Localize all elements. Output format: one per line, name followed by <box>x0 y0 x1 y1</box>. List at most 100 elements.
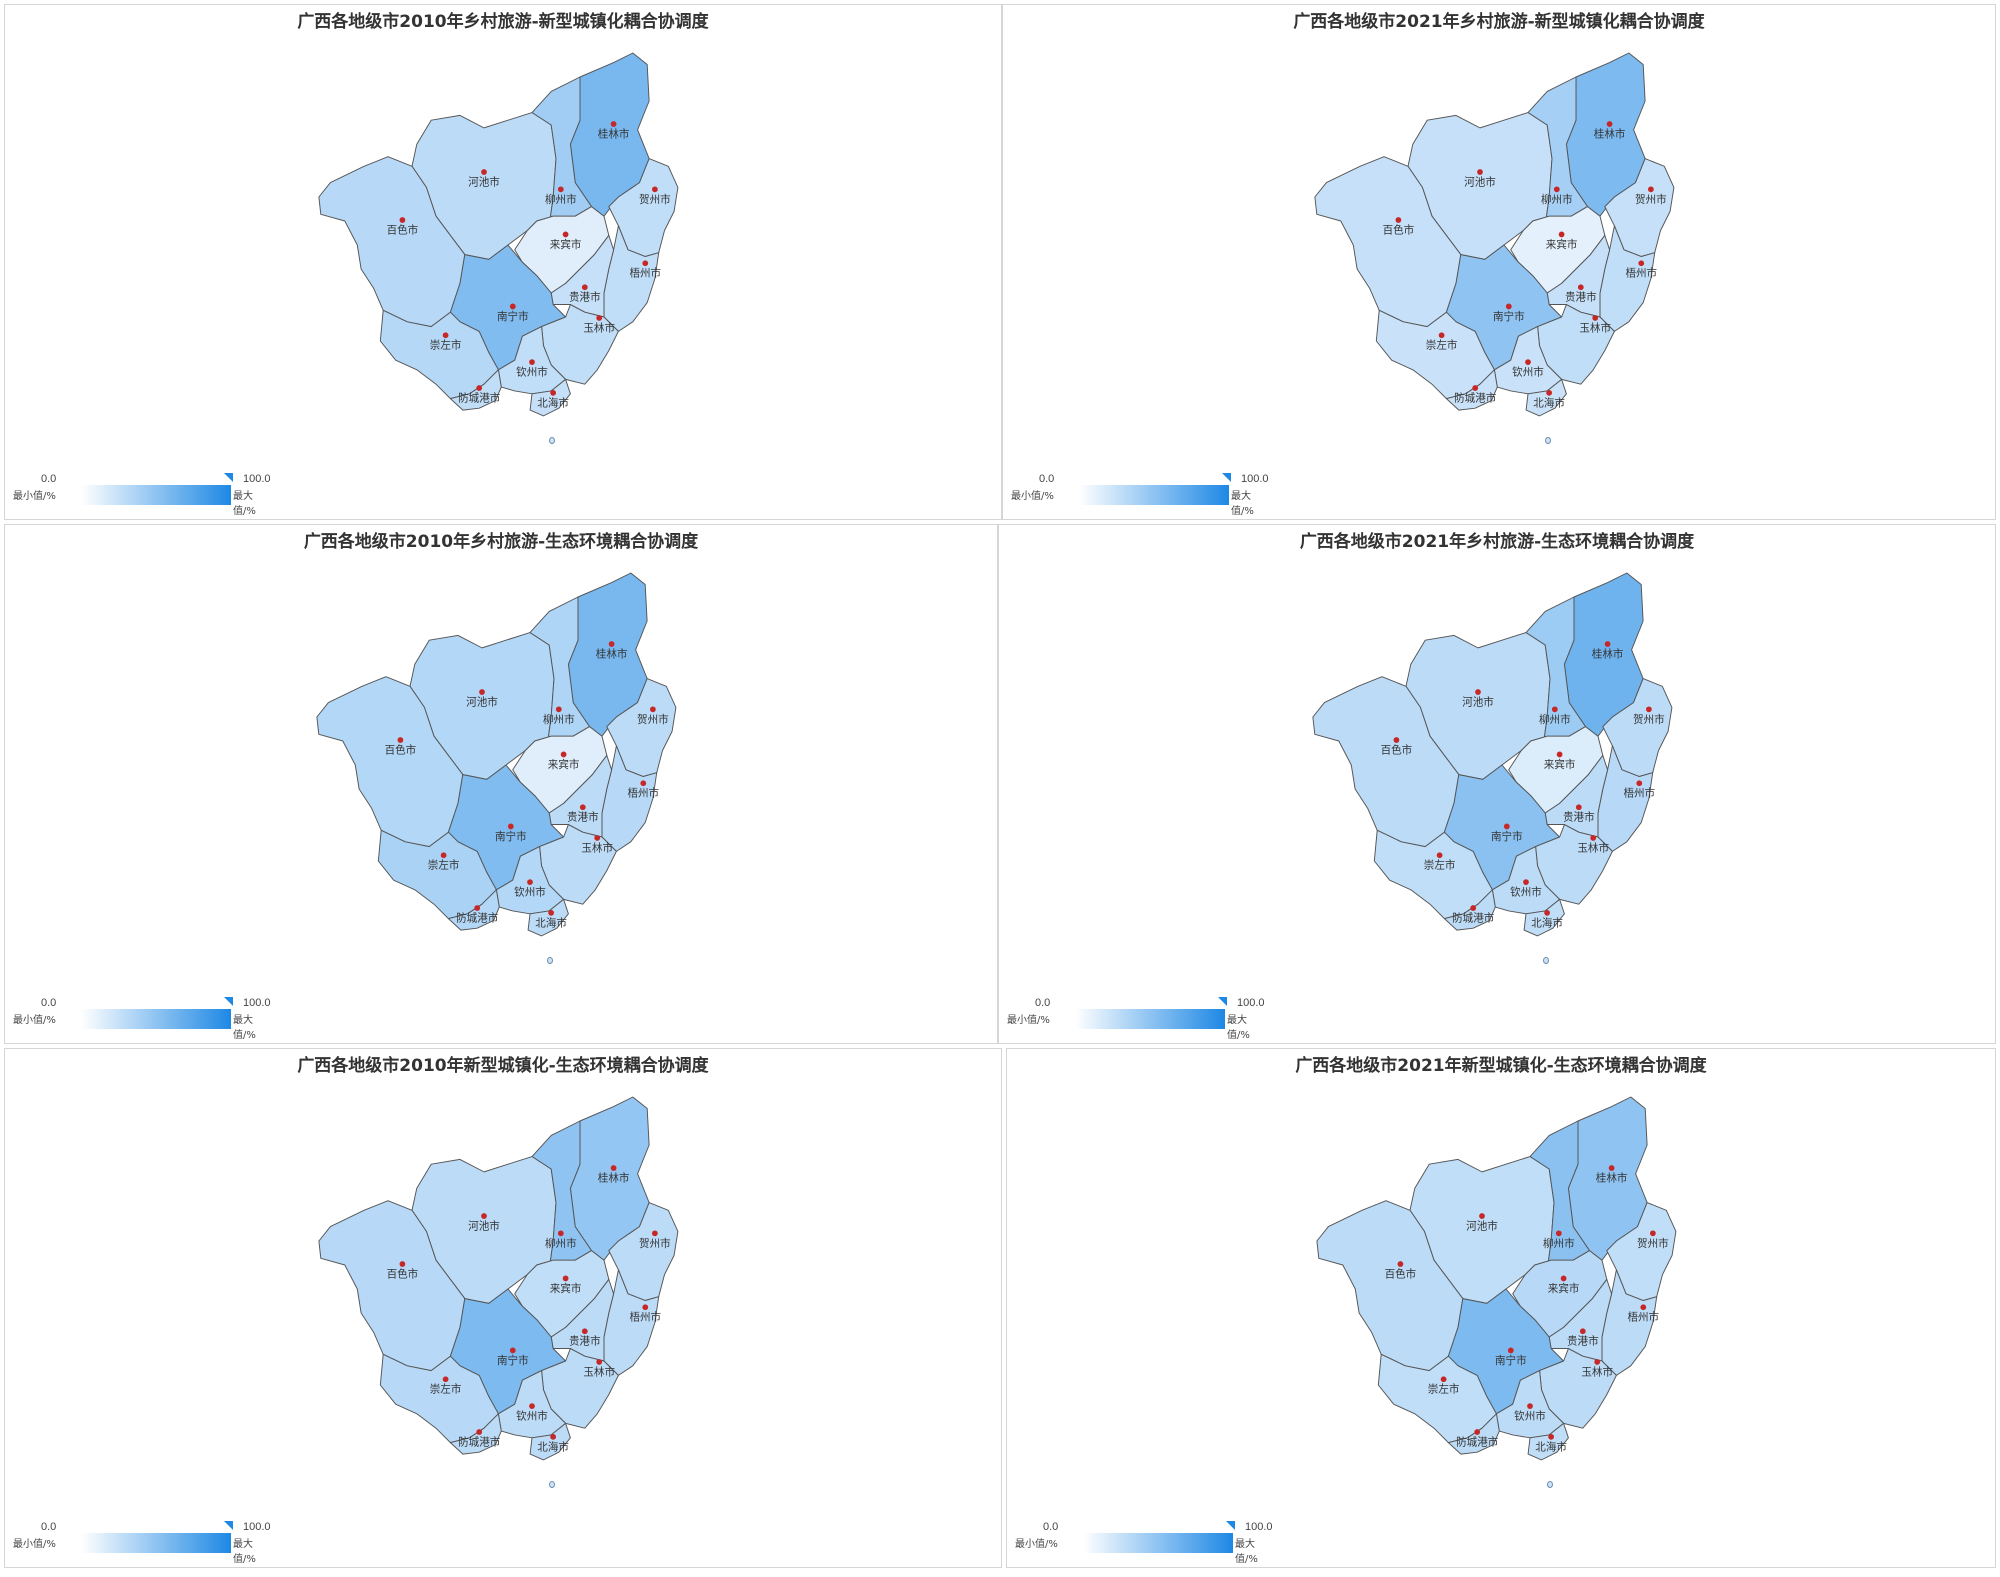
legend-handle-icon[interactable] <box>1218 997 1227 1006</box>
city-label: 桂林市 <box>1594 127 1626 140</box>
city-label: 防城港市 <box>458 1435 501 1448</box>
city-label: 梧州市 <box>1627 1311 1659 1324</box>
city-label: 贵港市 <box>567 811 599 824</box>
city-marker <box>596 1359 603 1365</box>
city-label: 河池市 <box>1464 175 1496 188</box>
region-e58c97e6b5b7e5b882[interactable] <box>529 378 571 417</box>
city-marker <box>1477 169 1483 175</box>
legend-max-value: 100.0 <box>1241 473 1269 485</box>
city-marker <box>1551 706 1558 713</box>
city-label: 来宾市 <box>1546 238 1578 251</box>
legend-handle-icon[interactable] <box>224 473 233 482</box>
city-label: 柳州市 <box>1539 713 1571 726</box>
legend-gradient-bar[interactable] <box>81 1533 231 1553</box>
city-marker <box>1560 1275 1567 1282</box>
region-e58c97e6b5b7e5b882[interactable] <box>527 898 569 937</box>
city-label: 贵港市 <box>1567 1335 1599 1348</box>
city-marker <box>1558 231 1565 238</box>
city-marker <box>550 1433 556 1440</box>
legend-gradient-bar[interactable] <box>81 485 231 505</box>
city-label: 河池市 <box>466 695 498 708</box>
legend-gradient-bar[interactable] <box>1079 485 1229 505</box>
city-label: 北海市 <box>537 1440 569 1453</box>
legend-min-value: 0.0 <box>41 1521 57 1533</box>
city-label: 钦州市 <box>516 1410 548 1423</box>
legend-min-value: 0.0 <box>41 473 57 485</box>
city-marker <box>1395 217 1402 223</box>
visual-map-legend: 0.0 100.0 最小值/% 最大值/% <box>11 1521 271 1565</box>
legend-handle-icon[interactable] <box>224 997 233 1006</box>
city-marker <box>652 1230 658 1237</box>
legend-max-label: 最大值/% <box>1227 1015 1250 1041</box>
city-label: 柳州市 <box>545 1237 577 1250</box>
region-e998b2e59f8ee6b8afe5b882[interactable] <box>449 1413 502 1455</box>
city-marker <box>1544 909 1550 916</box>
legend-handle-icon[interactable] <box>224 1521 233 1530</box>
map-panel-5: 广西各地级市2010年新型城镇化-生态环境耦合协调度 桂林市 河池市 柳州市 贺州市 百色… <box>4 1048 1002 1568</box>
region-e58c97e6b5b7e5b882[interactable] <box>1527 1422 1569 1461</box>
panel-title: 广西各地级市2010年乡村旅游-生态环境耦合协调度 <box>303 532 699 552</box>
city-marker <box>1474 1429 1481 1435</box>
city-marker <box>642 260 649 267</box>
city-label: 钦州市 <box>1514 1410 1546 1423</box>
island-marker <box>549 437 556 444</box>
legend-gradient-bar[interactable] <box>1083 1533 1233 1553</box>
city-marker <box>594 835 601 841</box>
legend-handle-icon[interactable] <box>1222 473 1231 482</box>
city-label: 钦州市 <box>514 886 546 899</box>
city-label: 钦州市 <box>1510 886 1542 899</box>
city-marker <box>1523 879 1529 885</box>
legend-gradient-bar[interactable] <box>1075 1009 1225 1029</box>
region-e998b2e59f8ee6b8afe5b882[interactable] <box>1447 1413 1500 1455</box>
city-marker <box>440 852 447 859</box>
city-label: 来宾市 <box>1544 758 1576 771</box>
city-label: 梧州市 <box>1623 787 1655 800</box>
city-marker <box>1556 751 1563 758</box>
legend-min-label: 最小值/% <box>1015 1539 1058 1550</box>
city-marker <box>479 689 485 695</box>
city-marker <box>642 1304 649 1311</box>
legend-handle-icon[interactable] <box>1226 1521 1235 1530</box>
city-label: 柳州市 <box>545 193 577 206</box>
city-marker <box>1525 359 1531 365</box>
city-label: 玉林市 <box>1579 321 1611 334</box>
city-label: 河池市 <box>1462 695 1494 708</box>
region-e998b2e59f8ee6b8afe5b882[interactable] <box>447 889 500 931</box>
legend-max-label: 最大值/% <box>1235 1539 1258 1565</box>
city-marker <box>610 1165 617 1171</box>
island-marker <box>1547 1481 1554 1488</box>
city-marker <box>1638 260 1645 267</box>
legend-max-label: 最大值/% <box>233 491 256 517</box>
region-e998b2e59f8ee6b8afe5b882[interactable] <box>1445 369 1498 411</box>
region-e58c97e6b5b7e5b882[interactable] <box>529 1422 571 1461</box>
visual-map-legend: 0.0 100.0 最小值/% 最大值/% <box>11 997 271 1041</box>
city-marker <box>1548 1433 1554 1440</box>
city-label: 贵港市 <box>569 291 601 304</box>
city-label: 北海市 <box>1533 396 1565 409</box>
city-label: 桂林市 <box>1596 1171 1628 1184</box>
legend-gradient-bar[interactable] <box>81 1009 231 1029</box>
city-label: 来宾市 <box>550 1282 582 1295</box>
city-marker <box>579 804 586 811</box>
city-label: 南宁市 <box>497 310 529 323</box>
region-e58c97e6b5b7e5b882[interactable] <box>1525 378 1567 417</box>
region-e998b2e59f8ee6b8afe5b882[interactable] <box>1443 889 1496 931</box>
city-label: 河池市 <box>468 1219 500 1232</box>
city-label: 钦州市 <box>1512 366 1544 379</box>
city-label: 崇左市 <box>428 859 460 872</box>
region-e58c97e6b5b7e5b882[interactable] <box>1523 898 1565 937</box>
map-panel-3: 广西各地级市2010年乡村旅游-生态环境耦合协调度 桂林市 河池市 柳州市 贺州市 百色市… <box>4 524 998 1044</box>
legend-max-value: 100.0 <box>1245 1521 1273 1533</box>
region-e998b2e59f8ee6b8afe5b882[interactable] <box>449 369 502 411</box>
city-label: 贺州市 <box>637 713 669 726</box>
city-label: 玉林市 <box>583 321 615 334</box>
city-marker <box>652 186 658 193</box>
city-marker <box>1555 1230 1562 1237</box>
city-label: 玉林市 <box>583 1365 615 1378</box>
city-marker <box>1393 737 1400 743</box>
